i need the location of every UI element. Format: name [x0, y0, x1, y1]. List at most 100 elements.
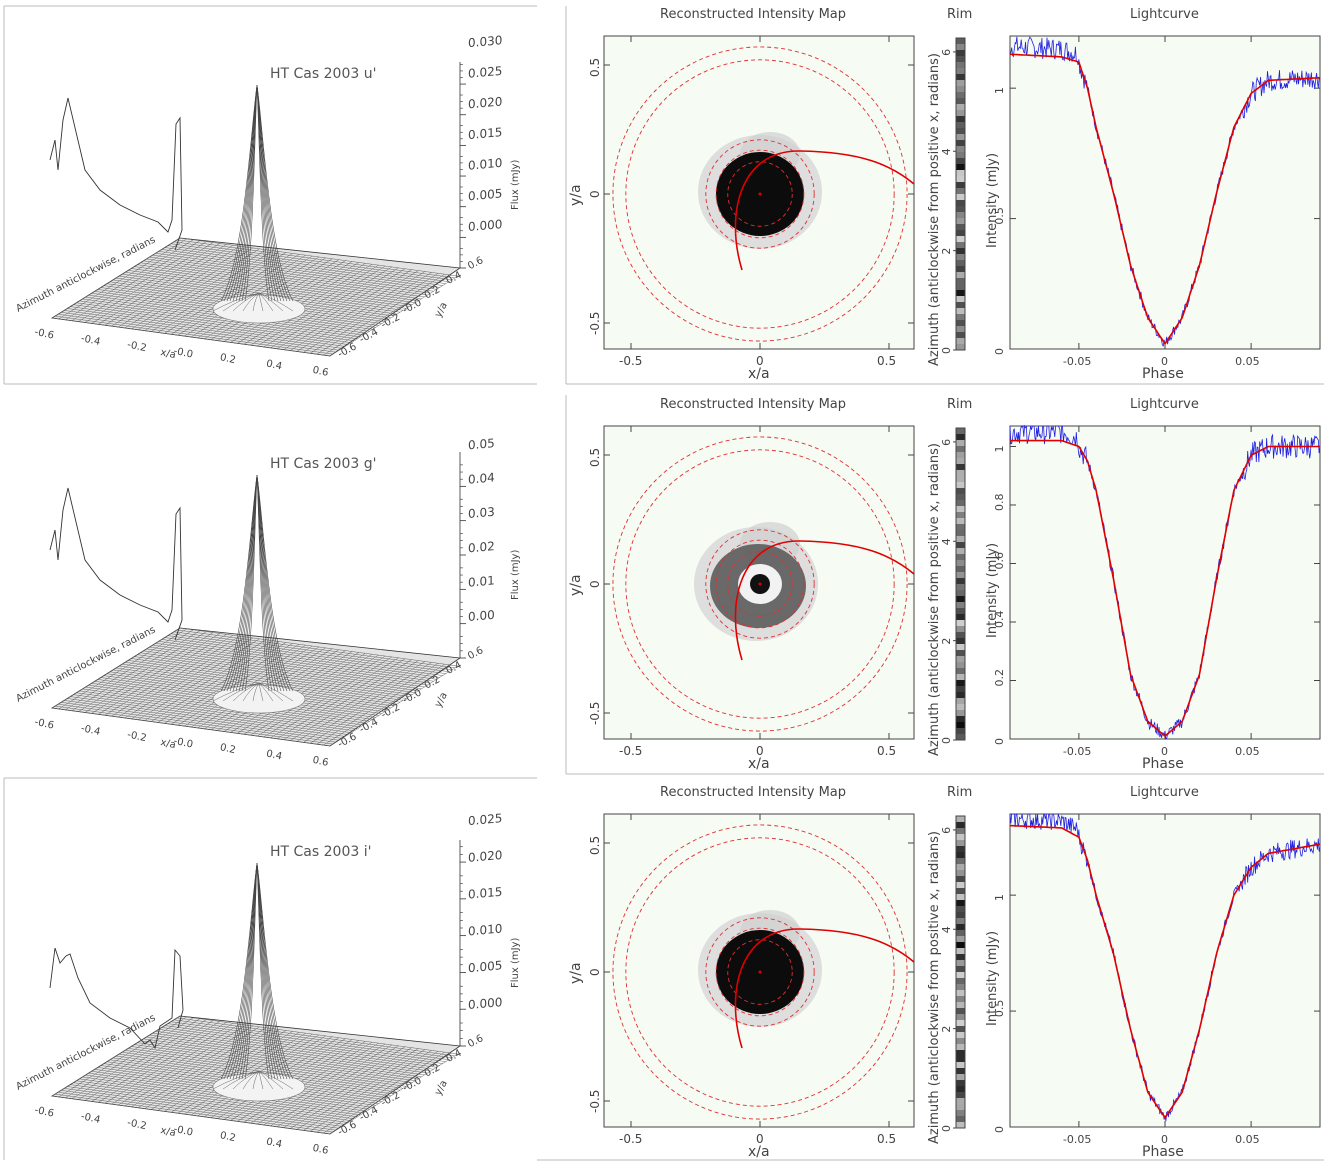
map-xlabel: x/a: [748, 366, 770, 382]
rim-cell: [956, 254, 965, 261]
surface-bump-line: [258, 682, 294, 702]
rim-tick-label: 0: [940, 347, 953, 354]
stream-trajectory: [734, 150, 915, 271]
rim-cell: [956, 1098, 965, 1105]
surface-grid-line: [173, 631, 452, 671]
rim-cell: [956, 614, 965, 621]
x-tick-label: -0.4: [80, 333, 101, 348]
map-xtick-label: 0.5: [877, 744, 896, 758]
surface-bump: [212, 1072, 306, 1102]
flux-axis-label: Flux (mJy): [510, 938, 521, 988]
rim-cell: [956, 242, 965, 249]
map-xlabel: x/a: [748, 1144, 770, 1160]
rim-cell: [956, 638, 965, 645]
rim-cell: [956, 332, 965, 339]
rim-cell: [956, 434, 965, 441]
lc-xtick-label: -0.05: [1063, 355, 1091, 368]
rim-cell: [956, 704, 965, 711]
map-title: Reconstructed Intensity Map: [660, 7, 846, 22]
lightcurve-frame: [1009, 425, 1321, 740]
x-tick-label: 0.4: [265, 1136, 283, 1150]
rim-cell: [956, 212, 965, 219]
lc-ylabel: Intensity (mJy): [985, 543, 1000, 638]
x-tick-label: 0.2: [219, 1130, 237, 1144]
rim-cell: [956, 900, 965, 907]
surface-bump-line: [212, 682, 260, 702]
surface-grid-line: [179, 627, 459, 667]
map-ytick-label: -0.5: [588, 312, 602, 335]
surface-bump-line: [258, 292, 294, 312]
rim-cell: [956, 852, 965, 859]
surface-bump-line: [258, 682, 264, 702]
disc-ring: [727, 161, 793, 227]
surface-grid-line: [173, 241, 452, 281]
rim-cell: [956, 536, 965, 543]
rim-cell: [956, 1086, 965, 1093]
rim-cell: [956, 674, 965, 681]
rim-cell: [956, 1032, 965, 1039]
surface-grid-line: [164, 1025, 443, 1064]
rim-cell: [956, 158, 965, 165]
rim-cell: [956, 182, 965, 189]
rim-cell: [956, 440, 965, 447]
lc-model-curve: [1010, 439, 1320, 738]
lc-ytick-label: 0.2: [993, 669, 1006, 687]
surface-grid-line: [310, 663, 439, 744]
rim-cell: [956, 152, 965, 159]
map-title: Reconstructed Intensity Map: [660, 785, 846, 800]
surface-grid-line: [167, 1023, 446, 1062]
lc-ytick-label: 0: [993, 1126, 1006, 1133]
rim-cell: [956, 1002, 965, 1009]
rim-cell: [956, 1122, 965, 1129]
rim-cell: [956, 266, 965, 273]
surface-grid-line: [176, 1017, 455, 1057]
x-tick-label: -0.0: [173, 346, 194, 361]
flux-tick-label: 0.010: [468, 922, 502, 939]
flux-tick-label: 0.005: [468, 958, 502, 975]
lc-ylabel: Intensity (mJy): [985, 931, 1000, 1026]
rim-cell: [956, 566, 965, 573]
rim-cell: [956, 912, 965, 919]
surface-bump-line: [222, 682, 260, 702]
map-xtick-label: 0: [756, 354, 764, 368]
rim-cell: [956, 260, 965, 267]
x-tick-label: -0.0: [173, 736, 194, 751]
rim-cell: [956, 1068, 965, 1075]
surface-grid-line: [296, 661, 426, 742]
rim-cell: [956, 188, 965, 195]
rim-cell: [956, 530, 965, 537]
rim-cell: [956, 876, 965, 883]
rim-cell: [956, 86, 965, 93]
flux-tick-label: 0.000: [468, 217, 502, 234]
rim-cell: [956, 302, 965, 309]
flux-tick-label: 0.025: [468, 64, 502, 81]
surface-grid-line: [296, 1049, 426, 1130]
rim-cell: [956, 1116, 965, 1123]
disc-ring: [612, 46, 908, 342]
lc-ylabel: Intensity (mJy): [985, 153, 1000, 248]
map-title: Reconstructed Intensity Map: [660, 397, 846, 412]
rim-cell: [956, 146, 965, 153]
rim-cell: [956, 840, 965, 847]
surface-bump-line: [258, 1070, 264, 1090]
rim-cell: [956, 548, 965, 555]
x-tick-label: -0.4: [80, 1111, 101, 1126]
surface-spike-line: [244, 862, 258, 1080]
flux-tick-label: 0.010: [468, 156, 502, 173]
surface-grid-line: [303, 272, 432, 353]
rim-cell: [956, 918, 965, 925]
map-ytick-label: -0.5: [588, 1090, 602, 1113]
rim-cell: [956, 476, 965, 483]
rim-cell: [956, 344, 965, 351]
surface-bump-line: [258, 1070, 294, 1090]
map-ytick-label: -0.5: [588, 702, 602, 725]
lc-ytick-label: 0.4: [993, 610, 1006, 628]
rim-cell: [956, 816, 965, 823]
rim-cell: [956, 960, 965, 967]
surface-grid-line: [323, 1052, 452, 1134]
surface-bump-line: [232, 1070, 260, 1090]
rim-cell: [956, 554, 965, 561]
flux-tick-label: 0.02: [468, 539, 495, 555]
surface-title: HT Cas 2003 g': [270, 456, 376, 472]
disc-ring: [612, 436, 908, 732]
